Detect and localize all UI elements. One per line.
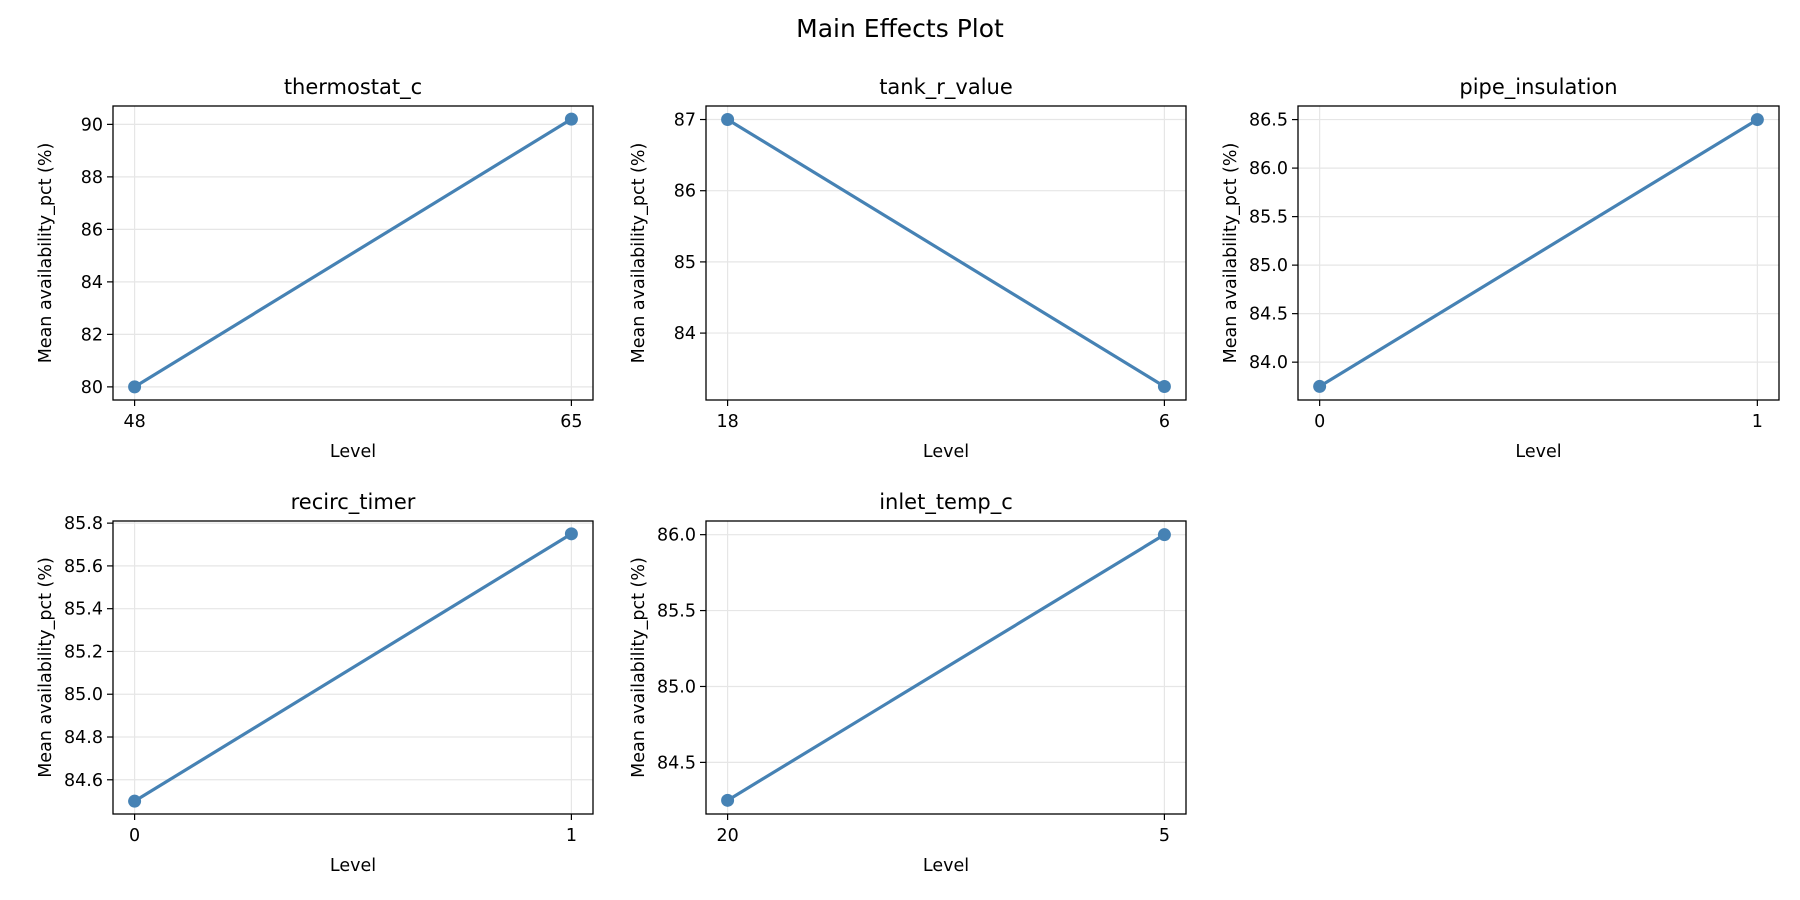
x-axis-label: Level <box>1515 442 1561 462</box>
subplot-2: 84 85 86 87 18 6 tank_r_value Level Mean availab… <box>629 75 1187 462</box>
subplot-title: recirc_timer <box>291 490 416 515</box>
axes-frame <box>1297 105 1780 401</box>
axes-frame <box>705 105 1187 401</box>
y-tick-label: 85.4 <box>64 600 103 620</box>
axes-frame <box>705 520 1187 815</box>
x-tick-label: 20 <box>716 826 738 846</box>
axes-frame <box>112 520 594 815</box>
x-tick-label: 0 <box>129 826 140 846</box>
subplot-title: thermostat_c <box>284 75 422 100</box>
y-tick-label: 85.0 <box>1249 256 1288 276</box>
y-tick-label: 86.0 <box>1249 159 1288 179</box>
x-tick-label: 1 <box>566 826 577 846</box>
data-point <box>128 794 142 808</box>
y-tick-label: 84.8 <box>64 728 103 748</box>
y-tick-label: 90 <box>81 115 103 135</box>
y-axis-label: Mean availability_pct (%) <box>1221 143 1241 364</box>
y-tick-label: 80 <box>81 378 103 398</box>
data-point <box>721 793 735 807</box>
y-axis-label: Mean availability_pct (%) <box>36 143 56 364</box>
y-tick-label: 87 <box>674 111 696 131</box>
y-tick-label: 86.0 <box>657 526 696 546</box>
y-tick-label: 84 <box>81 273 103 293</box>
x-tick-label: 6 <box>1159 412 1170 432</box>
y-tick-label: 84.6 <box>64 771 103 791</box>
x-axis-label: Level <box>923 856 969 876</box>
x-tick-label: 5 <box>1159 826 1170 846</box>
figure-title: Main Effects Plot <box>796 14 1004 43</box>
y-tick-label: 85.5 <box>657 602 696 622</box>
data-point <box>1157 379 1171 393</box>
series-line <box>133 532 573 803</box>
y-tick-label: 86.5 <box>1249 111 1288 131</box>
data-point <box>721 113 735 127</box>
y-tick-label: 85.0 <box>64 685 103 705</box>
y-tick-label: 85 <box>674 253 696 273</box>
y-tick-label: 82 <box>81 325 103 345</box>
y-tick-label: 85.5 <box>1249 208 1288 228</box>
y-tick-label: 85.8 <box>64 514 103 534</box>
y-tick-label: 85.2 <box>64 642 103 662</box>
series-line <box>1318 118 1759 388</box>
y-tick-label: 88 <box>81 168 103 188</box>
data-point <box>1313 379 1327 393</box>
data-point <box>564 112 578 126</box>
y-tick-label: 84 <box>674 324 696 344</box>
y-tick-label: 84.5 <box>1249 305 1288 325</box>
y-axis-label: Mean availability_pct (%) <box>36 557 56 778</box>
y-tick-label: 86 <box>674 182 696 202</box>
axes-frame <box>112 105 594 401</box>
subplot-5: 84.5 85.0 85.5 86.0 20 5 inlet_temp_c Level Mean… <box>629 490 1187 876</box>
data-point <box>128 380 142 394</box>
y-axis-label: Mean availability_pct (%) <box>629 557 649 778</box>
x-tick-label: 1 <box>1752 412 1763 432</box>
x-tick-label: 65 <box>560 412 582 432</box>
x-tick-label: 18 <box>716 412 738 432</box>
subplot-title: tank_r_value <box>879 75 1013 100</box>
subplot-3: 84.0 84.5 85.0 85.5 86.0 86.5 0 1 pipe_insulatio… <box>1221 75 1780 462</box>
series-line <box>726 533 1166 802</box>
x-tick-label: 48 <box>123 412 145 432</box>
y-tick-label: 84.5 <box>657 753 696 773</box>
x-axis-label: Level <box>330 856 376 876</box>
data-point <box>1750 113 1764 127</box>
data-point <box>564 527 578 541</box>
series-line <box>726 118 1166 388</box>
subplot-title: pipe_insulation <box>1459 75 1617 100</box>
x-axis-label: Level <box>330 442 376 462</box>
subplot-4: 84.6 84.8 85.0 85.2 85.4 85.6 85.8 0 1 recirc_tim… <box>36 490 594 876</box>
y-tick-label: 84.0 <box>1249 353 1288 373</box>
series-line <box>133 117 573 389</box>
y-tick-label: 85.6 <box>64 557 103 577</box>
data-point <box>1157 528 1171 542</box>
x-axis-label: Level <box>923 442 969 462</box>
y-tick-label: 85.0 <box>657 677 696 697</box>
subplot-1: 80 82 84 86 88 90 48 65 thermostat_c Level Mean av… <box>36 75 594 462</box>
subplot-title: inlet_temp_c <box>879 490 1013 515</box>
y-tick-label: 86 <box>81 220 103 240</box>
x-tick-label: 0 <box>1314 412 1325 432</box>
y-axis-label: Mean availability_pct (%) <box>629 143 649 364</box>
